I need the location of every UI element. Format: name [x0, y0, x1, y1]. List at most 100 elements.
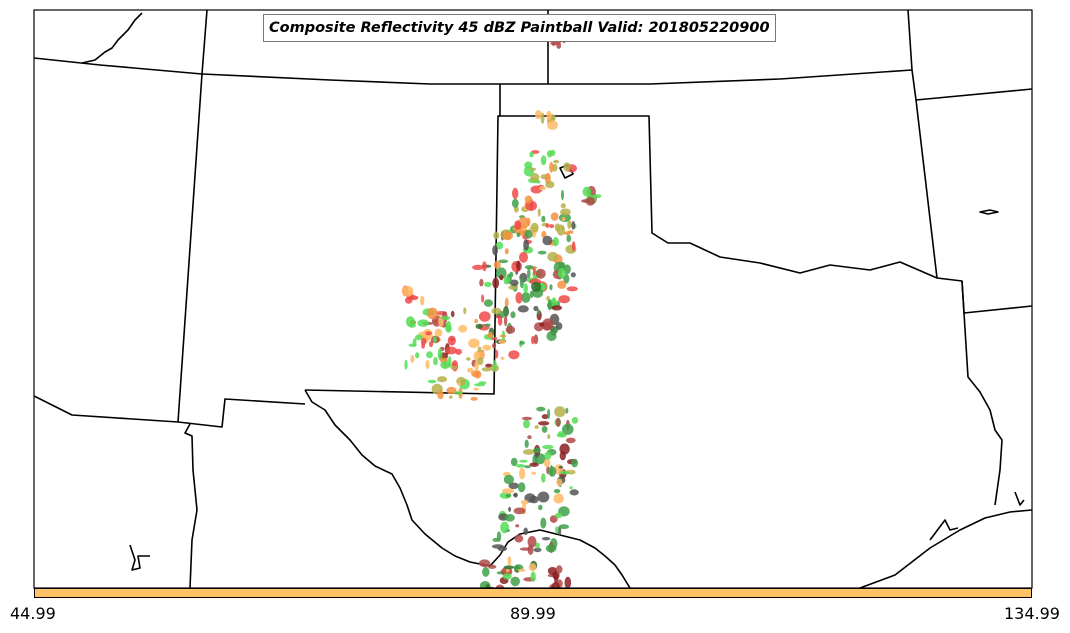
- reflectivity-blob: [503, 474, 514, 485]
- reflectivity-blob: [420, 295, 425, 306]
- reflectivity-blob: [540, 517, 547, 529]
- reflectivity-blob: [417, 319, 430, 327]
- reflectivity-blob: [503, 565, 515, 570]
- reflectivity-blob: [555, 417, 561, 427]
- reflectivity-blob: [556, 42, 562, 49]
- reflectivity-blob: [425, 359, 430, 370]
- reflectivity-blob: [519, 340, 525, 345]
- reflectivity-blob: [492, 277, 500, 289]
- reflectivity-blob: [558, 465, 563, 469]
- reflectivity-blob: [522, 449, 535, 455]
- reflectivity-blob: [517, 568, 526, 572]
- reflectivity-blob: [496, 267, 507, 280]
- reflectivity-blob: [498, 339, 506, 345]
- reflectivity-blob: [457, 381, 461, 386]
- reflectivity-blob: [548, 466, 557, 477]
- reflectivity-blob: [549, 515, 558, 523]
- reflectivity-blob: [470, 397, 478, 401]
- reflectivity-blob: [533, 334, 539, 345]
- reflectivity-blob: [563, 162, 571, 172]
- reflectivity-blob: [527, 544, 534, 556]
- reflectivity-blob: [566, 234, 571, 243]
- state-border: [34, 57, 913, 85]
- reflectivity-blob: [565, 437, 576, 444]
- reflectivity-blob: [527, 435, 532, 440]
- reflectivity-blob: [531, 281, 542, 292]
- reflectivity-blob: [505, 494, 512, 498]
- colorbar: [34, 588, 1032, 598]
- reflectivity-blob: [549, 224, 555, 229]
- reflectivity-blob: [466, 367, 474, 373]
- reflectivity-blob: [535, 110, 542, 120]
- reflectivity-blob: [535, 268, 546, 279]
- reflectivity-blob: [511, 198, 519, 208]
- reflectivity-blob: [410, 354, 415, 363]
- reflectivity-blob: [504, 514, 515, 522]
- reflectivity-blob: [538, 504, 543, 511]
- reflectivity-blob: [565, 407, 569, 414]
- reflectivity-blob: [492, 342, 497, 349]
- colorbar-tick-mid: 89.99: [510, 604, 556, 623]
- reflectivity-blob: [542, 444, 554, 450]
- reflectivity-blob: [521, 292, 531, 303]
- reflectivity-blob: [547, 434, 551, 439]
- reflectivity-blob: [567, 220, 572, 229]
- reflectivity-blob: [485, 363, 493, 368]
- reflectivity-blob: [546, 296, 550, 301]
- reflectivity-blob: [500, 356, 505, 360]
- reflectivity-blob: [537, 491, 550, 503]
- reflectivity-blob: [519, 251, 528, 263]
- reflectivity-blob: [547, 120, 558, 130]
- reflectivity-blob: [515, 292, 523, 304]
- reflectivity-blob: [451, 360, 459, 372]
- reflectivity-blob: [552, 237, 559, 247]
- state-border: [907, 10, 1032, 101]
- state-border: [304, 84, 501, 395]
- texas-border: [304, 389, 631, 588]
- reflectivity-blob: [493, 260, 501, 269]
- reflectivity-blob: [426, 351, 433, 359]
- reflectivity-blob: [537, 250, 547, 255]
- reflectivity-blob: [562, 423, 574, 435]
- reflectivity-blob: [555, 526, 559, 534]
- reflectivity-blob: [539, 322, 545, 327]
- reflectivity-blob: [569, 486, 573, 490]
- reflectivity-blob: [529, 167, 537, 171]
- reflectivity-blob: [543, 458, 551, 468]
- reflectivity-blob: [504, 315, 508, 327]
- reflectivity-blob: [493, 360, 497, 371]
- reflectivity-blob: [437, 376, 448, 383]
- reflectivity-blob: [493, 231, 500, 240]
- reflectivity-blob: [445, 346, 457, 355]
- reflectivity-blob: [526, 217, 531, 227]
- state-border: [915, 99, 938, 279]
- reflectivity-blob: [513, 507, 526, 515]
- reflectivity-blob: [475, 323, 483, 329]
- reflectivity-blob: [437, 348, 443, 361]
- reflectivity-blob: [523, 283, 528, 294]
- reflectivity-blob: [532, 266, 536, 276]
- reflectivity-blob: [472, 264, 484, 270]
- reflectivity-blob: [530, 222, 539, 233]
- reflectivity-blob: [523, 166, 535, 177]
- reflectivity-blob: [536, 309, 541, 315]
- reflectivity-blob: [504, 297, 509, 308]
- reflectivity-blob: [560, 203, 566, 209]
- reflectivity-blob: [504, 248, 509, 255]
- reflectivity-blob: [523, 239, 529, 251]
- reflectivity-blob: [541, 473, 546, 483]
- reflectivity-blob: [468, 338, 480, 349]
- reflectivity-blob: [558, 524, 570, 530]
- reflectivity-blob: [478, 381, 487, 385]
- reflectivity-blob: [527, 536, 537, 548]
- reflectivity-blob: [516, 232, 521, 238]
- reflectivity-blob: [510, 311, 516, 319]
- reflectivity-blob: [551, 582, 560, 588]
- reflectivity-blob: [498, 259, 509, 264]
- reflectivity-blob: [408, 343, 417, 347]
- reflectivity-blob: [505, 325, 516, 334]
- reflectivity-blob: [529, 462, 539, 467]
- reflectivity-blob: [570, 272, 576, 278]
- reflectivity-blob: [447, 335, 456, 346]
- reflectivity-blob: [427, 307, 438, 320]
